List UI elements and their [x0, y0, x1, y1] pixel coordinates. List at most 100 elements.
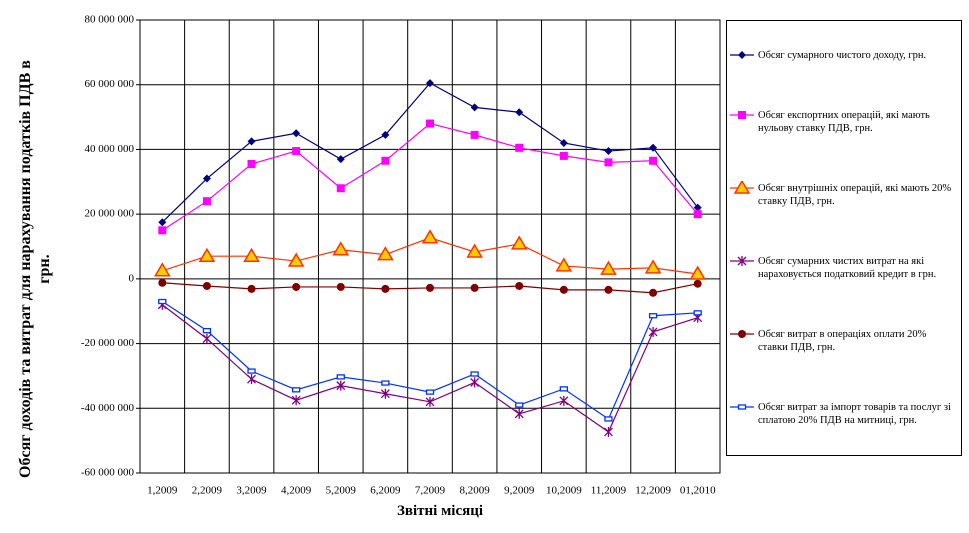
point — [425, 389, 435, 395]
point — [247, 374, 256, 385]
legend-marker — [733, 180, 751, 194]
point — [693, 310, 702, 316]
legend-swatch — [730, 180, 754, 194]
point — [515, 281, 524, 290]
x-tick-label: 12,2009 — [635, 485, 671, 497]
point — [470, 103, 479, 112]
legend-item: Обсяг сумарного чистого доходу, грн. — [729, 49, 955, 62]
point — [470, 283, 479, 292]
legend-marker — [738, 50, 746, 59]
legend-marker — [738, 330, 746, 339]
x-tick-label: 9,2009 — [504, 485, 535, 497]
point — [336, 282, 345, 291]
x-tick-label: 3,2009 — [236, 485, 267, 497]
legend-item: Обсяг витрат в операціях оплати 20% став… — [729, 328, 955, 354]
point — [336, 380, 346, 391]
point — [336, 155, 345, 164]
legend-text: Обсяг витрат в операціях оплати 20% став… — [758, 329, 927, 354]
point — [426, 283, 434, 292]
legend-text: Обсяг сумарного чистого доходу, грн. — [758, 49, 927, 61]
point — [466, 243, 483, 258]
point — [470, 371, 479, 377]
point — [202, 281, 211, 290]
point — [648, 326, 658, 337]
x-tick-label: 6,2009 — [370, 485, 401, 497]
point — [158, 226, 167, 235]
point — [158, 298, 167, 305]
point — [515, 143, 524, 152]
point — [247, 159, 256, 168]
point — [287, 252, 305, 267]
point — [381, 156, 390, 165]
point — [514, 408, 524, 419]
x-tick-label: 8,2009 — [459, 485, 490, 497]
point — [202, 174, 211, 183]
point — [247, 137, 256, 146]
point — [380, 388, 390, 399]
legend-text: Обсяг внутрішніх операцій, які мають 20%… — [758, 182, 952, 207]
y-tick-label: 0 — [129, 272, 135, 284]
point — [158, 278, 167, 287]
point — [604, 426, 613, 437]
point — [693, 210, 702, 219]
point — [604, 147, 613, 156]
point — [604, 158, 613, 167]
point — [470, 377, 480, 388]
point — [381, 284, 390, 293]
point — [336, 374, 345, 380]
x-tick-label: 10,2009 — [546, 485, 582, 497]
legend: Обсяг сумарного чистого доходу, грн. Обся… — [726, 20, 962, 456]
point — [243, 247, 260, 262]
point — [381, 130, 390, 139]
point — [649, 156, 658, 165]
y-tick-label: 80 000 000 — [85, 14, 135, 26]
point — [154, 262, 171, 277]
point — [292, 282, 301, 291]
legend-text: Обсяг експортних операцій, які мають нул… — [758, 109, 930, 134]
point — [600, 260, 617, 275]
point — [202, 333, 212, 344]
legend-marker — [737, 256, 747, 267]
point — [559, 285, 568, 294]
point — [336, 184, 345, 193]
point — [198, 247, 216, 262]
legend-swatch — [730, 404, 754, 411]
legend-marker — [737, 404, 747, 411]
point — [158, 218, 167, 227]
legend-item: Обсяг внутрішніх операцій, які мають 20%… — [729, 180, 955, 208]
point — [559, 386, 568, 392]
point — [515, 108, 524, 117]
y-tick-label: -20 000 000 — [81, 337, 135, 349]
legend-swatch — [730, 110, 754, 119]
point — [648, 313, 658, 319]
x-axis-label: Звітні місяці — [396, 503, 484, 519]
y-tick-label: 60 000 000 — [85, 78, 135, 90]
point — [644, 259, 662, 274]
x-tick-label: 5,2009 — [326, 485, 357, 497]
legend-text: Обсяг витрат за імпорт товарів та послуг… — [758, 402, 951, 427]
series-line — [161, 304, 698, 433]
legend-item: Обсяг експортних операцій, які мають нул… — [729, 109, 955, 135]
point — [559, 151, 568, 160]
point — [247, 368, 256, 374]
point — [292, 129, 301, 138]
point — [292, 387, 301, 393]
point — [559, 395, 569, 406]
y-axis-label: Обсяг доходів та витрат для нарахування … — [17, 60, 53, 478]
x-tick-label: 01,2010 — [680, 485, 716, 497]
point — [425, 396, 435, 407]
point — [510, 235, 528, 250]
y-tick-label: 20 000 000 — [85, 208, 135, 220]
point — [202, 327, 212, 334]
y-tick-label: -60 000 000 — [81, 467, 135, 479]
legend-text: Обсяг сумарних чистих витрат на які нара… — [758, 256, 937, 281]
point — [202, 197, 211, 206]
x-tick-label: 11,2009 — [591, 485, 627, 497]
point — [604, 285, 613, 294]
legend-item: Обсяг витрат за імпорт товарів та послуг… — [729, 401, 955, 427]
point — [247, 284, 256, 293]
point — [426, 79, 434, 88]
point — [421, 229, 439, 244]
